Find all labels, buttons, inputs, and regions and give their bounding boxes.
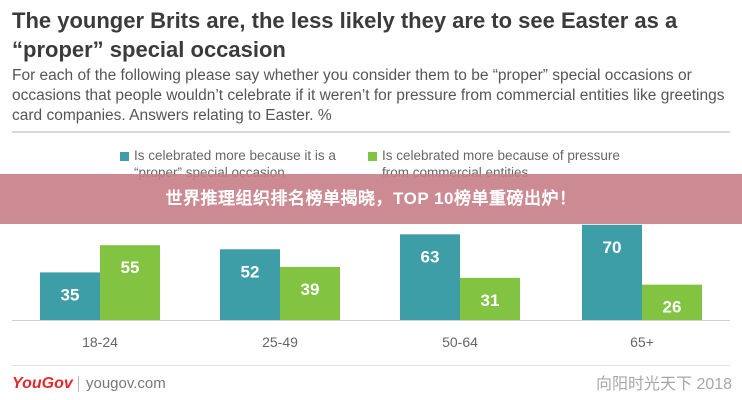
footer-divider xyxy=(12,365,730,366)
chart-title: The younger Brits are, the less likely t… xyxy=(12,8,678,62)
bar-proper-25-49 xyxy=(220,249,280,320)
x-tick-label: 65+ xyxy=(630,334,654,350)
bar-pressure-25-49 xyxy=(280,266,340,320)
x-tick-label: 50-64 xyxy=(442,334,478,350)
yougov-logo: YouGov xyxy=(12,375,73,392)
data-label: 55 xyxy=(121,258,140,277)
header-divider xyxy=(12,131,730,133)
data-label: 70 xyxy=(603,238,622,257)
x-tick-label: 18-24 xyxy=(82,334,118,350)
bar-pressure-50-64 xyxy=(460,277,520,320)
data-label: 35 xyxy=(61,285,80,304)
bar-pressure-18-24 xyxy=(100,245,160,320)
data-label: 52 xyxy=(241,262,260,281)
data-label: 39 xyxy=(301,280,320,299)
footer-separator xyxy=(78,376,79,392)
data-label: 31 xyxy=(481,291,500,310)
overlay-banner: 世界推理组织排名榜单揭晓，TOP 10榜单重磅出炉！ xyxy=(0,174,742,224)
bar-proper-18-24 xyxy=(40,272,100,320)
data-label: 63 xyxy=(421,247,440,266)
x-tick-label: 25-49 xyxy=(262,334,298,350)
chart-subtitle: For each of the following please say whe… xyxy=(12,67,725,124)
bar-proper-65+ xyxy=(582,224,642,320)
site-link[interactable]: yougov.com xyxy=(86,375,166,392)
watermark: 向阳时光天下 2018 xyxy=(596,376,733,393)
data-label: 26 xyxy=(663,298,682,317)
legend-swatch-green xyxy=(368,152,377,161)
legend-swatch-teal xyxy=(120,152,129,161)
bar-proper-50-64 xyxy=(400,234,460,320)
bar-pressure-65+ xyxy=(642,284,702,320)
